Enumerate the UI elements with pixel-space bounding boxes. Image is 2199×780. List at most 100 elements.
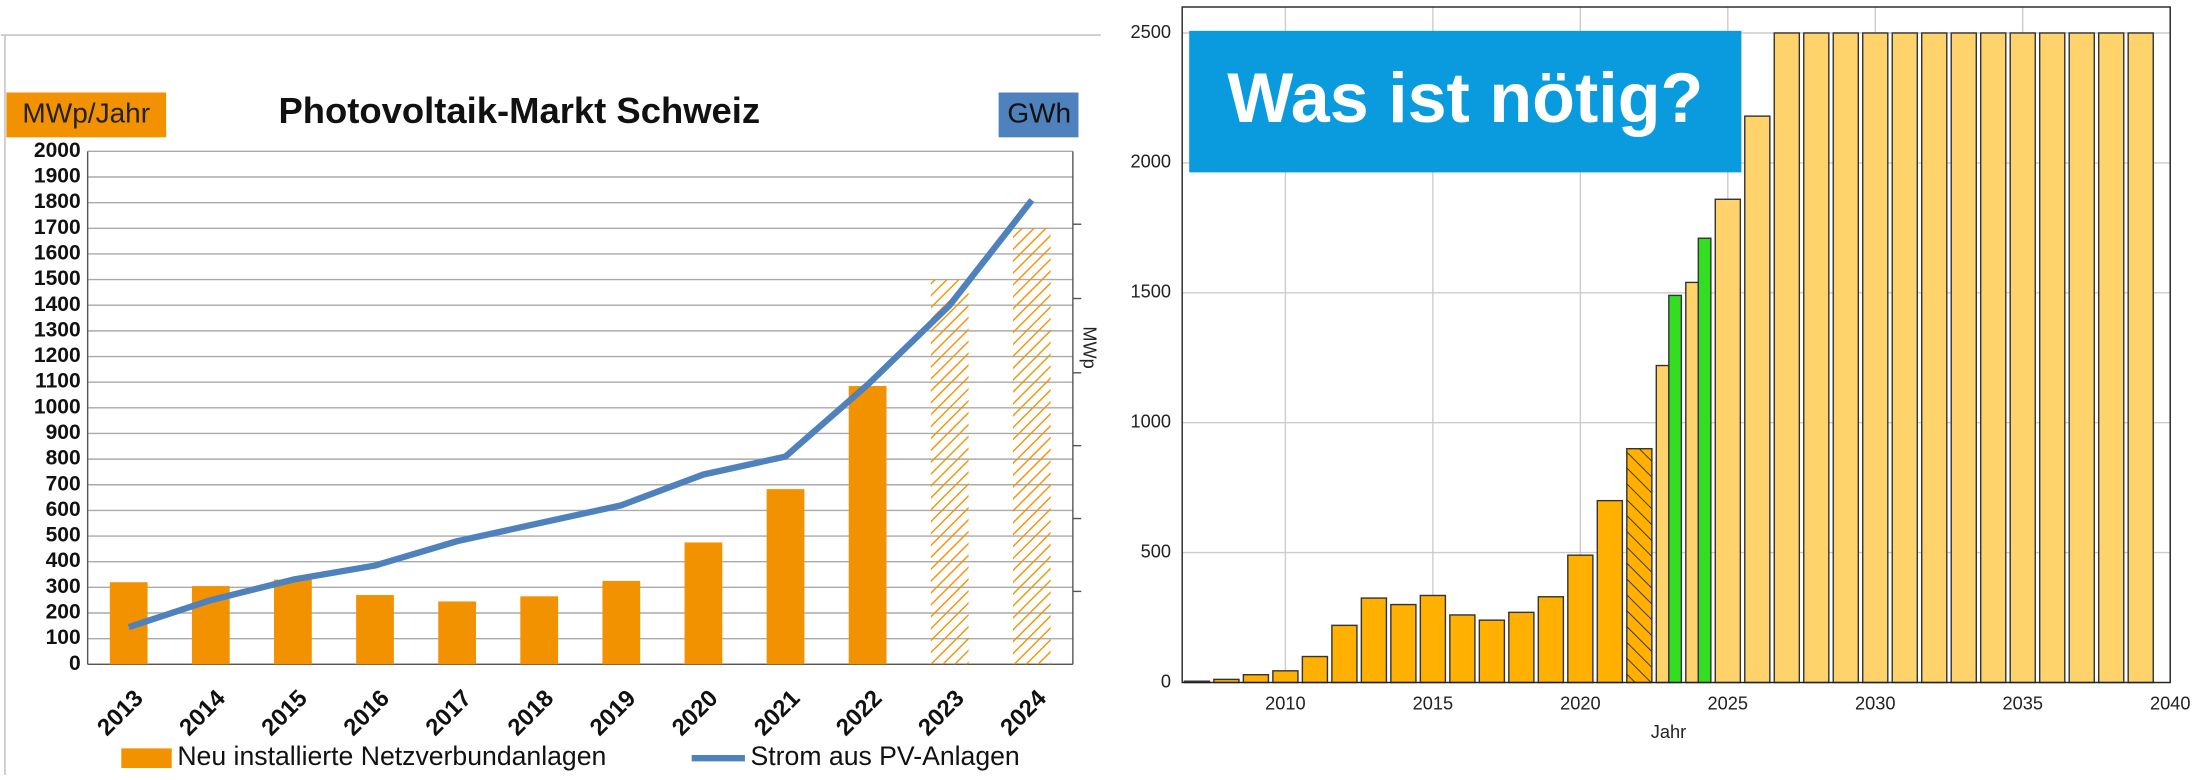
- y-label: MWp/Jahr: [22, 97, 150, 128]
- bar: [1478, 619, 1506, 684]
- y-tick-label: 1000: [1130, 412, 1170, 432]
- bar: [1390, 603, 1417, 684]
- bar: [930, 279, 969, 665]
- y-tick-label: 700: [46, 472, 81, 495]
- bar: [1012, 228, 1051, 665]
- y-tick-label: 900: [46, 421, 81, 444]
- y-tick-label: 1300: [34, 318, 81, 341]
- bar: [274, 579, 312, 665]
- bar: [1980, 32, 2007, 684]
- x-tick-label: 2021: [749, 685, 806, 742]
- title-box: [1189, 30, 1742, 173]
- left-chart: MWp/Jahr GWh Photovoltaik-Markt Schweiz …: [0, 34, 1101, 775]
- plot-frame: [1181, 6, 2171, 684]
- y-tick-label: 1900: [34, 165, 81, 188]
- bar: [1862, 32, 1889, 684]
- y-tick-label: 1700: [34, 216, 81, 239]
- x-tick-label: 2020: [1560, 694, 1601, 714]
- y-tick-label: 600: [46, 498, 81, 521]
- chart-title: Was ist nötig?: [1227, 59, 1703, 137]
- x-tick-label: 2014: [174, 684, 231, 741]
- y-label: MWp: [1079, 326, 1099, 368]
- bar: [2068, 32, 2095, 684]
- x-tick-label: 2016: [338, 685, 395, 742]
- x-tick-label: 2020: [667, 685, 724, 742]
- x-tick-label: 2013: [92, 685, 149, 742]
- bar: [356, 595, 394, 665]
- y-tick-label: 0: [69, 652, 81, 675]
- y-tick-label: 1500: [34, 267, 81, 290]
- y-tick-label: 1600: [34, 241, 81, 264]
- bar: [684, 542, 723, 665]
- bar: [1744, 115, 1771, 684]
- bar: [1272, 670, 1299, 684]
- y-tick-label: 500: [1141, 541, 1171, 561]
- bar: [1803, 32, 1830, 684]
- y-tick-label: 300: [46, 575, 81, 598]
- bar: [2038, 32, 2066, 684]
- x-tick-label: 2015: [256, 685, 313, 742]
- y2-label: GWh: [1007, 97, 1071, 128]
- legend-label: Strom aus PV-Anlagen: [751, 741, 1020, 771]
- x-tick-label: 2023: [913, 685, 970, 742]
- bar: [1950, 32, 1977, 684]
- y2-label-box: [998, 92, 1079, 138]
- y-label-box: [6, 92, 167, 138]
- bar: [766, 489, 805, 665]
- legend-label: Neu installierte Netzverbundanlagen: [177, 741, 606, 771]
- bar: [1891, 32, 1919, 684]
- bar: [848, 386, 887, 665]
- y-tick-label: 1200: [34, 344, 81, 367]
- y-tick-label: 1000: [34, 395, 81, 418]
- bar: [1331, 624, 1358, 684]
- bar: [1921, 32, 1948, 684]
- x-tick-label: 2024: [995, 684, 1052, 741]
- bar: [1626, 447, 1653, 684]
- bar: [1508, 611, 1535, 684]
- y-tick-label: 1800: [34, 190, 81, 213]
- x-tick-label: 2040: [2150, 694, 2191, 714]
- bar: [2127, 32, 2154, 684]
- chart-title: Photovoltaik-Markt Schweiz: [278, 90, 760, 131]
- bar: [2009, 32, 2036, 684]
- legend-swatch: [121, 748, 172, 768]
- bar: [1537, 596, 1565, 684]
- y-tick-label: 2000: [34, 139, 81, 162]
- bar: [438, 601, 476, 665]
- y-tick-label: 2000: [1130, 152, 1170, 172]
- bar: [1714, 198, 1742, 684]
- y-tick-label: 500: [46, 524, 81, 547]
- x-tick-label: 2017: [420, 685, 477, 742]
- y-tick-label: 200: [46, 601, 81, 624]
- bar: [602, 580, 641, 665]
- bar: [1773, 32, 1801, 684]
- bar: [1668, 294, 1683, 684]
- y-tick-label: 2500: [1130, 22, 1170, 42]
- x-tick-label: 2018: [503, 685, 560, 742]
- line: [127, 198, 1035, 631]
- x-tick-label: 2030: [1855, 694, 1896, 714]
- right-chart: 0 500 1000 1500 2000 2500 2010 2015 2020 2025 2030…: [1079, 6, 2191, 742]
- bar: [1685, 281, 1700, 684]
- bar: [1596, 499, 1624, 684]
- x-tick-label: 2010: [1265, 694, 1306, 714]
- y-tick-label: 0: [1161, 671, 1171, 691]
- bar: [1301, 655, 1329, 684]
- y-tick-label: 1400: [34, 293, 81, 316]
- x-tick-label: 2035: [2002, 694, 2043, 714]
- y-tick-label: 100: [46, 626, 81, 649]
- bar: [1242, 674, 1270, 684]
- y-tick-label: 1500: [1130, 282, 1170, 302]
- y-tick-label: 400: [46, 549, 81, 572]
- y-tick-label: 800: [46, 447, 81, 470]
- x-tick-label: 2015: [1413, 694, 1454, 714]
- bar: [1655, 364, 1670, 684]
- bar: [520, 596, 559, 665]
- bar: [1449, 614, 1476, 684]
- bar: [1832, 32, 1860, 684]
- x-tick-label: 2025: [1708, 694, 1748, 714]
- x-tick-label: 2019: [585, 685, 642, 742]
- y-tick-label: 1100: [35, 370, 81, 393]
- x-label: Jahr: [1651, 722, 1686, 742]
